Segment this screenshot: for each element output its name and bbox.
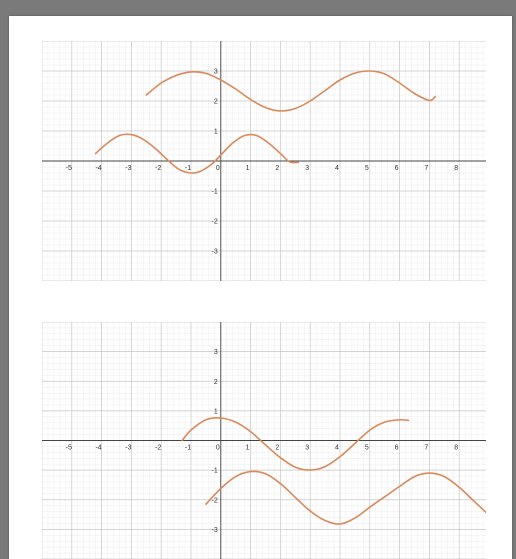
x-tick-label: 3: [305, 165, 309, 172]
x-tick-label: 7: [424, 445, 428, 452]
x-tick-label: 2: [275, 165, 279, 172]
x-tick-label: 2: [275, 445, 279, 452]
y-tick-label: -2: [212, 497, 218, 504]
x-tick-label: -4: [95, 165, 101, 172]
y-tick-label: -2: [212, 219, 218, 226]
x-tick-label: 1: [246, 165, 250, 172]
x-tick-label: 5: [365, 445, 369, 452]
y-tick-label: 2: [214, 99, 218, 106]
y-tick-label: 1: [214, 408, 218, 415]
x-tick-label: 4: [335, 165, 339, 172]
x-tick-label: -3: [125, 165, 131, 172]
y-tick-label: 3: [214, 69, 218, 76]
x-tick-label: 0: [216, 445, 220, 452]
x-tick-label: -2: [155, 165, 161, 172]
x-tick-label: -3: [125, 445, 131, 452]
y-tick-label: 2: [214, 379, 218, 386]
x-tick-label: -2: [155, 445, 161, 452]
x-tick-label: 8: [454, 445, 458, 452]
y-tick-label: -3: [212, 527, 218, 534]
x-tick-label: 3: [305, 445, 309, 452]
y-tick-label: -1: [212, 468, 218, 475]
graph-panel-1: -5 -4 -3 -2 -1 0 1 2 3 4 5 6 7 8 -3 -2 -1 1 2 3: [42, 41, 486, 281]
x-tick-label: -1: [185, 445, 191, 452]
curve-line-2: [94, 133, 300, 174]
curve-line-1: [181, 417, 410, 471]
graph-panel-2: -5 -4 -3 -2 -1 0 1 2 3 4 5 6 7 8 -3 -2 -1 1 2 3: [42, 322, 486, 559]
paper-sheet: -5 -4 -3 -2 -1 0 1 2 3 4 5 6 7 8 -3 -2 -1 1 2 3 -5 -4 -3 -2 -1 0 1…: [9, 16, 512, 559]
y-tick-label: 3: [214, 349, 218, 356]
curve-line-1: [145, 70, 437, 112]
x-tick-label: 6: [395, 445, 399, 452]
x-tick-label: -1: [185, 165, 191, 172]
x-tick-label: -5: [66, 165, 72, 172]
graphs-canvas: -5 -4 -3 -2 -1 0 1 2 3 4 5 6 7 8 -3 -2 -1 1 2 3 -5 -4 -3 -2 -1 0 1…: [42, 41, 486, 559]
x-tick-label: 0: [216, 165, 220, 172]
curve-line-2: [205, 470, 486, 525]
y-tick-label: -3: [212, 249, 218, 256]
x-tick-label: 6: [395, 165, 399, 172]
y-tick-label: 1: [214, 129, 218, 136]
x-tick-label: -5: [66, 445, 72, 452]
x-tick-label: -4: [95, 445, 101, 452]
x-tick-label: 4: [335, 445, 339, 452]
x-tick-label: 7: [424, 165, 428, 172]
x-tick-label: 5: [365, 165, 369, 172]
x-tick-label: 1: [246, 445, 250, 452]
x-tick-label: 8: [454, 165, 458, 172]
y-tick-label: -1: [212, 189, 218, 196]
